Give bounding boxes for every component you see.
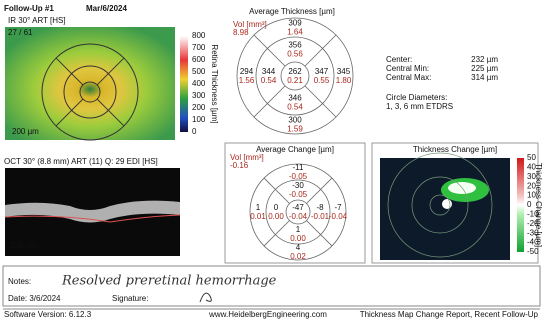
sector-value: 346 xyxy=(288,94,302,103)
sector-volume: 0.02 xyxy=(290,252,306,261)
notes-label: Notes: xyxy=(8,277,31,286)
stat-label: Central Max: xyxy=(386,73,431,82)
sector-value: 0 xyxy=(274,203,279,212)
grid-spoke xyxy=(264,220,289,245)
sector-volume: 0.00 xyxy=(290,234,306,243)
sector-value: 300 xyxy=(288,116,302,125)
colorbar-tick: 300 xyxy=(192,91,206,100)
sector-volume: 1.59 xyxy=(287,125,303,134)
sector-volume: -0.04 xyxy=(329,212,348,221)
change-area xyxy=(442,199,452,209)
colorbar-tick: 700 xyxy=(192,43,206,52)
colorbar-tick: 800 xyxy=(192,31,206,40)
colorbar-label: Thickness Change [µm] xyxy=(534,163,543,247)
sector-volume: 0.21 xyxy=(287,76,303,85)
sector-volume: 0.54 xyxy=(261,76,277,85)
sector-value: 344 xyxy=(262,67,276,76)
sector-volume: 0.56 xyxy=(287,50,303,59)
sector-volume: 0.00 xyxy=(268,212,284,221)
sector-value: -11 xyxy=(293,163,305,172)
title: Follow-Up #1 xyxy=(4,4,54,13)
panel-title: Average Change [µm] xyxy=(256,145,334,154)
counter: 27 / 61 xyxy=(8,28,33,37)
notes-signature: Signature: xyxy=(112,294,148,303)
change-map-image xyxy=(380,158,510,260)
panel-title: Average Thickness [µm] xyxy=(249,7,335,16)
sector-volume: -0.01 xyxy=(311,212,330,221)
colorbar-tick: 600 xyxy=(192,55,206,64)
sector-volume: -0.05 xyxy=(289,190,308,199)
footer-text: Software Version: 6.12.3 xyxy=(4,310,92,319)
vol-value: -0.16 xyxy=(230,161,249,170)
sector-volume: -0.05 xyxy=(289,172,308,181)
panel-title: Thickness Change [µm] xyxy=(413,145,497,154)
sector-value: -8 xyxy=(316,203,324,212)
sector-value: 345 xyxy=(337,67,351,76)
sector-value: 1 xyxy=(256,203,261,212)
colorbar-tick: 0 xyxy=(192,127,197,136)
grid-spoke xyxy=(306,220,331,245)
colorbar-label: Retina Thickness [µm] xyxy=(210,44,219,123)
date: Mar/6/2024 xyxy=(86,4,127,13)
scale-label: 200 µm xyxy=(12,127,39,136)
sector-volume: 0.55 xyxy=(314,76,330,85)
sector-value: 4 xyxy=(296,243,301,252)
sector-value: -30 xyxy=(292,181,304,190)
colorbar xyxy=(517,158,524,252)
sector-volume: -0.04 xyxy=(289,212,308,221)
sector-value: 309 xyxy=(288,19,302,28)
grid-spoke xyxy=(264,178,289,203)
colorbar-tick: 500 xyxy=(192,67,206,76)
sector-volume: 0.01 xyxy=(250,212,266,221)
image-label: OCT 30° (8.8 mm) ART (11) Q: 29 EDI [HS] xyxy=(4,157,158,166)
sector-volume: 1.56 xyxy=(239,76,255,85)
sector-value: 294 xyxy=(240,67,254,76)
colorbar xyxy=(180,36,188,132)
sector-value: -7 xyxy=(334,203,342,212)
sector-value: 1 xyxy=(296,225,301,234)
colorbar-tick: 200 xyxy=(192,103,206,112)
stat-value: 232 µm xyxy=(471,55,498,64)
colorbar-tick: 50 xyxy=(527,153,536,162)
page: {"header":{"title":"Follow-Up #1","date"… xyxy=(0,0,543,320)
sector-volume: 0.54 xyxy=(287,103,303,112)
report: Follow-Up #1 Mar/6/2024 IR 30° ART [HS] 27 … xyxy=(0,0,543,320)
footer-text: www.HeidelbergEngineering.com xyxy=(208,310,327,319)
sector-value: 356 xyxy=(288,41,302,50)
stat-label: Circle Diameters: xyxy=(386,93,447,102)
sector-value: -47 xyxy=(292,203,304,212)
grid-spoke xyxy=(306,178,331,203)
scale-label: 200 µm xyxy=(10,241,37,250)
sector-value: 347 xyxy=(315,67,329,76)
sector-volume: 1.80 xyxy=(336,76,352,85)
sector-value: 262 xyxy=(288,67,302,76)
stat-value: 314 µm xyxy=(471,73,498,82)
signature xyxy=(200,293,211,302)
image-label: IR 30° ART [HS] xyxy=(8,16,66,25)
vol-value: 8.98 xyxy=(233,28,249,37)
stat-value: 225 µm xyxy=(471,64,498,73)
stat-value: 1, 3, 6 mm ETDRS xyxy=(386,102,453,111)
colorbar-tick: -50 xyxy=(527,247,539,256)
colorbar-tick: 0 xyxy=(527,200,532,209)
footer-text: Thickness Map Change Report, Recent Foll… xyxy=(360,310,539,319)
colorbar-tick: 100 xyxy=(192,115,206,124)
stat-label: Central Min: xyxy=(386,64,429,73)
notes-date: Date: 3/6/2024 xyxy=(8,294,61,303)
stat-label: Center: xyxy=(386,55,412,64)
notes-text: Resolved preretinal hemorrhage xyxy=(61,274,277,289)
colorbar-tick: 400 xyxy=(192,79,206,88)
sector-volume: 1.64 xyxy=(287,28,303,37)
